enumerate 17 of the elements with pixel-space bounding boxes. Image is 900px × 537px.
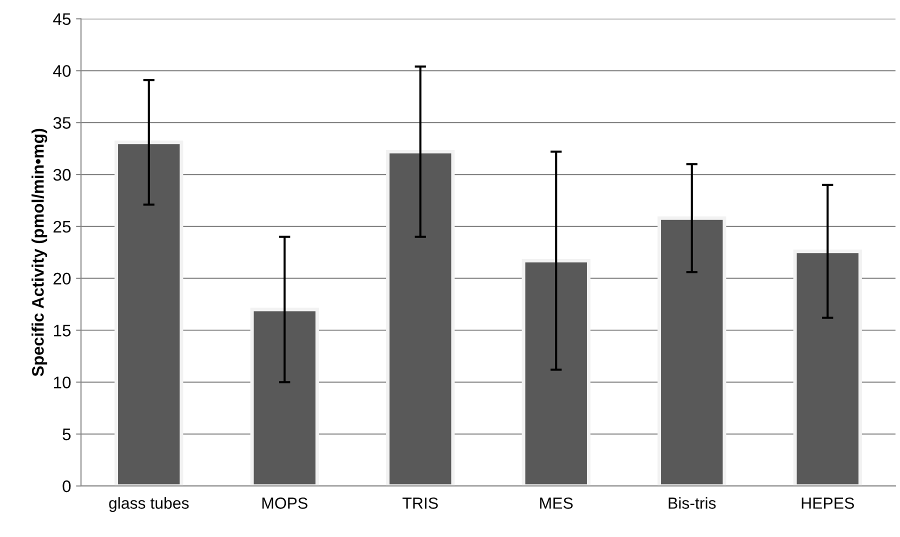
y-tick-label: 20 [54,272,71,285]
x-tick-label: MES [540,498,573,509]
y-tick-label: 5 [62,428,71,440]
x-tick-label: glass tubes [109,497,189,512]
y-tick-label: 10 [54,376,71,388]
y-tick-label: 35 [53,117,71,129]
y-tick-label: 0 [62,480,71,492]
x-tick-label: MOPS [262,498,308,509]
y-tick-label: 25 [54,220,71,233]
y-tick-label: 30 [53,168,71,181]
y-tick-label: 45 [53,13,71,25]
x-tick-label: Bis-tris [668,497,716,509]
y-tick-label: 40 [53,65,71,77]
x-tick-label: HEPES [802,498,854,509]
x-tick-label: TRIS [402,498,438,509]
y-axis-title: Specific Activity (pmol/min•mg) [32,128,48,376]
y-tick-label: 15 [54,324,71,336]
